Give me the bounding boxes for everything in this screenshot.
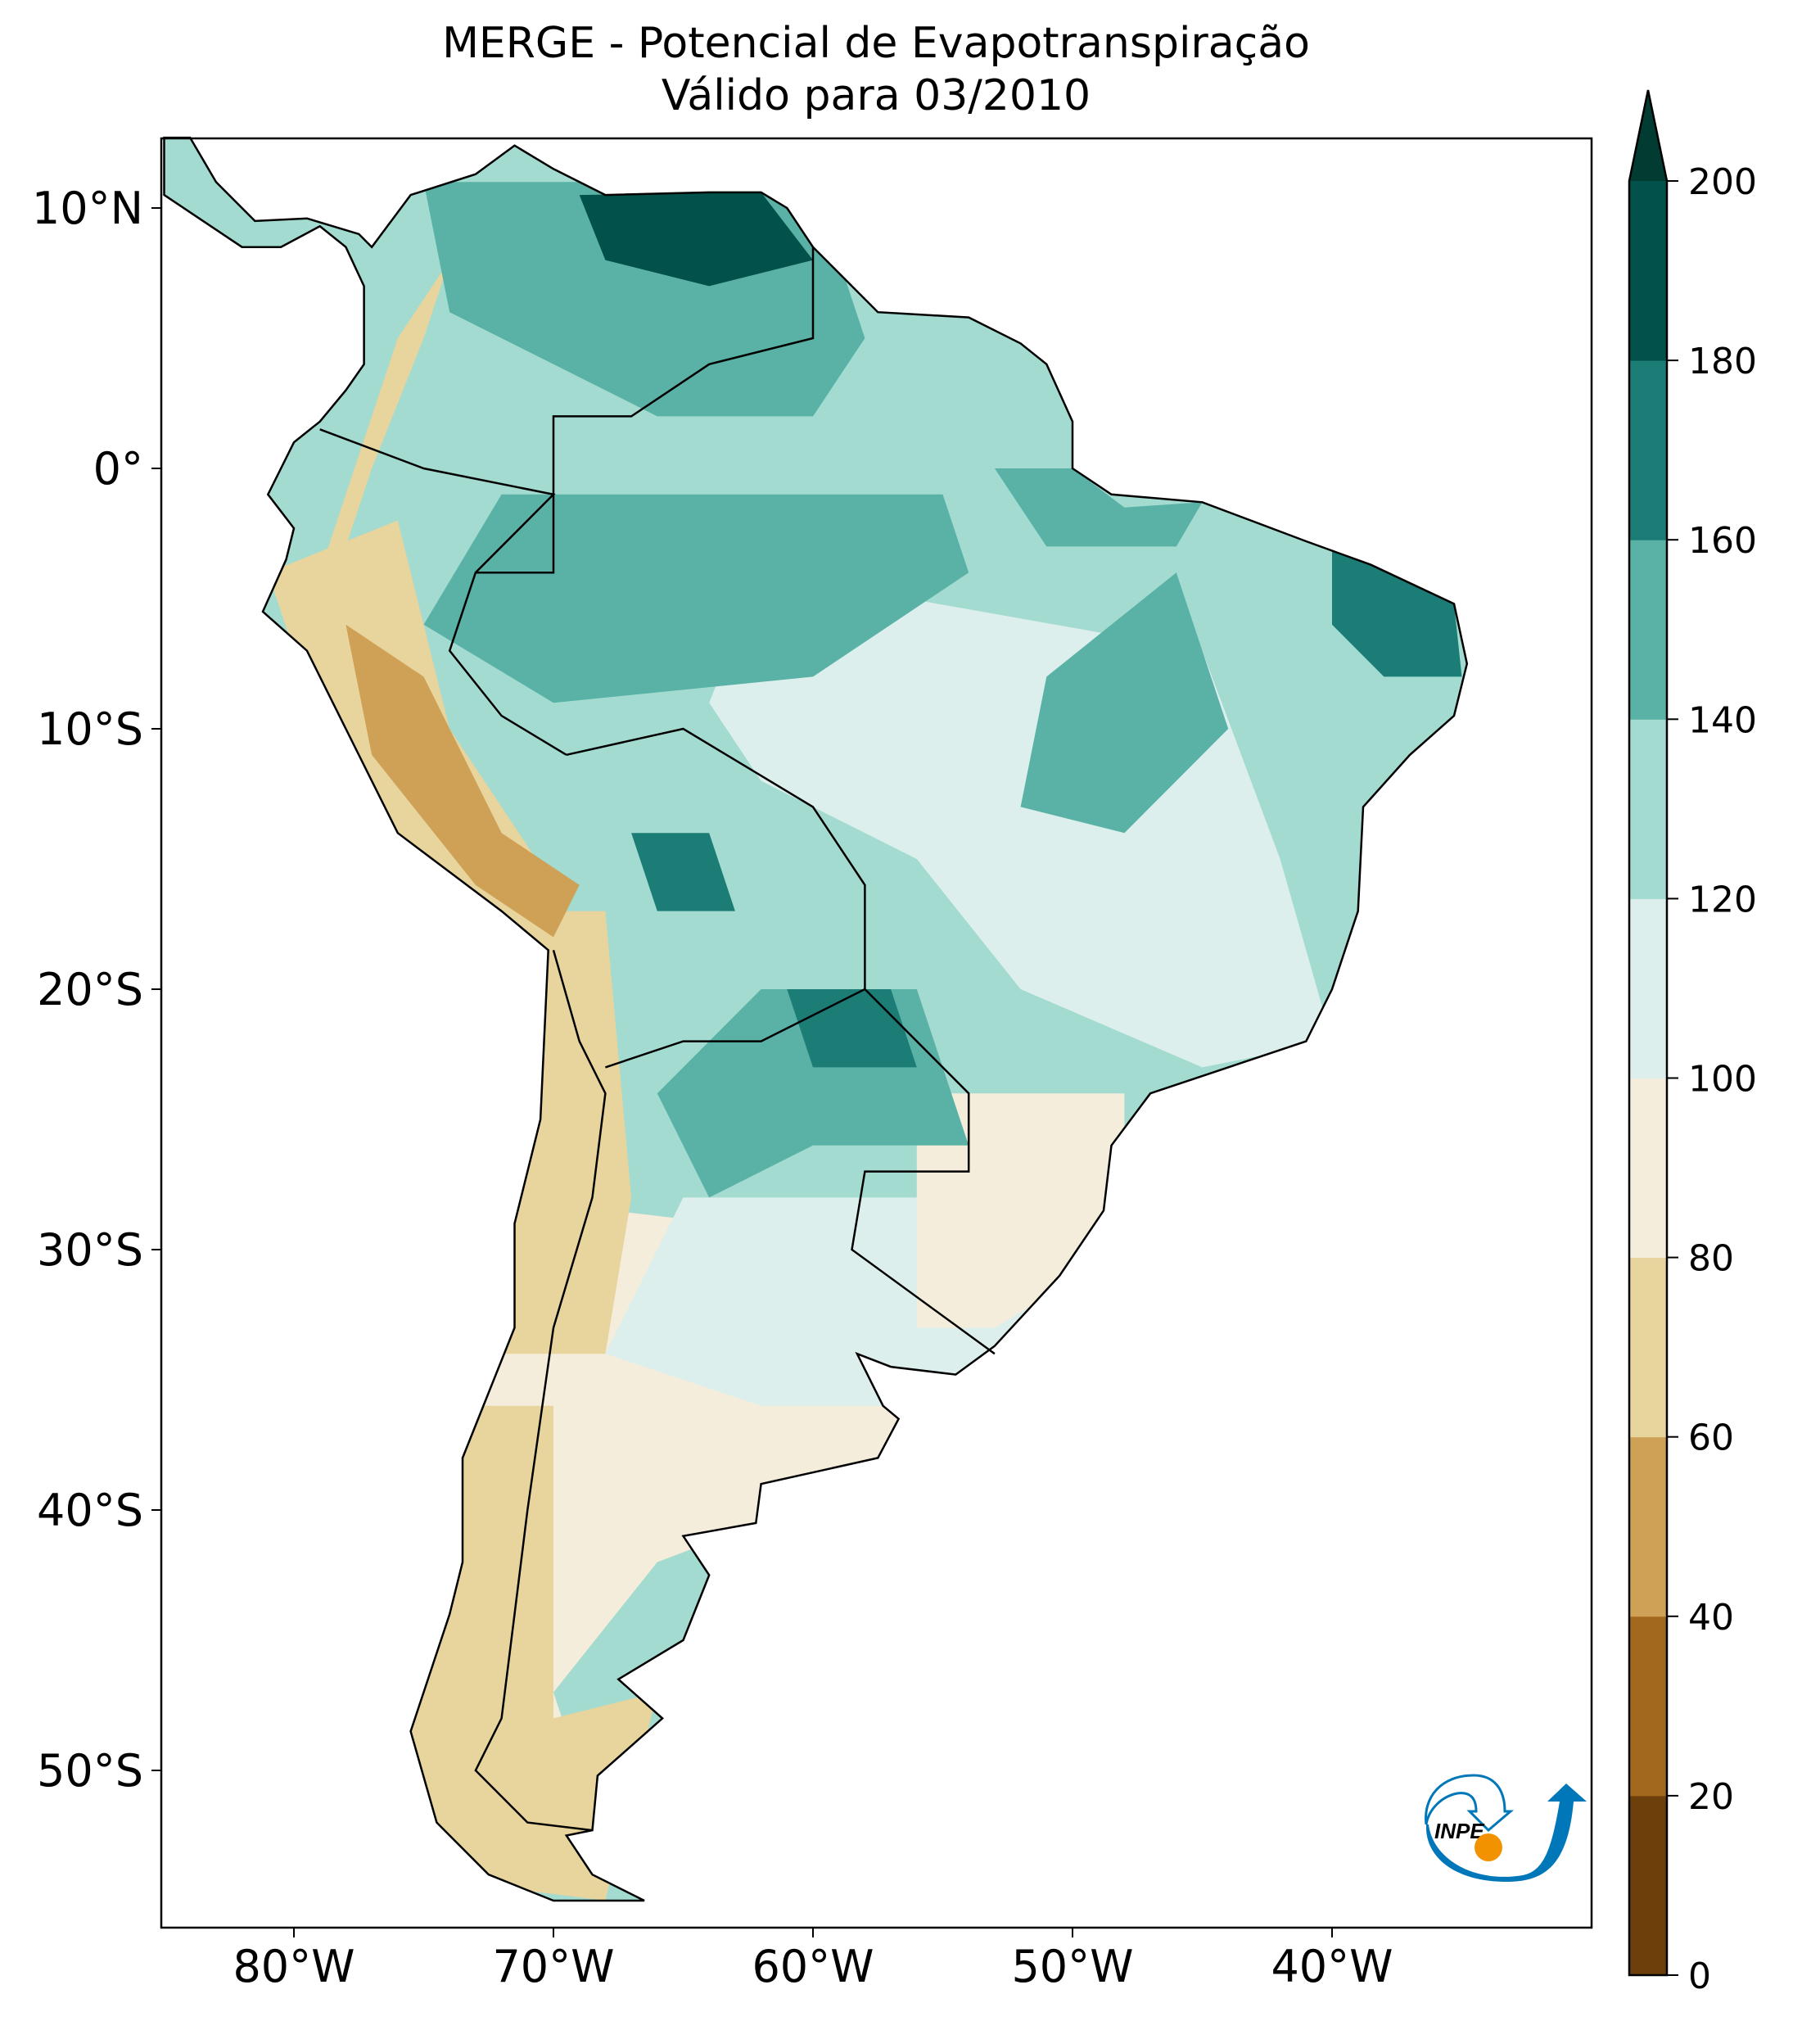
contour-region: [423, 494, 969, 703]
contour-region: [1020, 572, 1229, 834]
x-tick-label: 60°W: [752, 1941, 874, 1992]
colorbar-tick-label: 140: [1688, 699, 1757, 741]
coastline: [163, 136, 1469, 1902]
colorbar-segment: [1629, 181, 1667, 361]
colorbar-tick-label: 60: [1688, 1417, 1734, 1459]
chart-subtitle: Válido para 03/2010: [661, 71, 1091, 120]
contour-fill: [164, 138, 1467, 1901]
x-tick-label: 40°W: [1271, 1941, 1393, 1992]
colorbar-segment: [1629, 1257, 1667, 1438]
colorbar-tick-label: 120: [1688, 879, 1757, 920]
logo-text: INPE: [1434, 1819, 1484, 1843]
contour-region: [1332, 546, 1462, 677]
colorbar-tick-label: 20: [1688, 1776, 1734, 1818]
contour-region: [345, 624, 580, 938]
country-border: [851, 988, 996, 1355]
x-tick-label: 80°W: [233, 1941, 355, 1992]
contour-region: [319, 260, 450, 573]
contour-region: [994, 468, 1203, 547]
y-tick-label: 10°N: [32, 183, 143, 234]
y-tick-label: 50°S: [37, 1745, 143, 1797]
inpe-logo: INPE: [1425, 1774, 1587, 1882]
colorbar-outline: [1628, 89, 1669, 1977]
map-frame: [160, 137, 1593, 1929]
colorbar-segment: [1629, 360, 1667, 540]
colorbar: 0 20 40 60 80 100 120 140 160 180 200: [1628, 89, 1757, 1997]
y-tick-label: 40°S: [37, 1485, 143, 1536]
contour-region: [631, 833, 735, 911]
colorbar-segment: [1629, 719, 1667, 899]
colorbar-extend-arrow: [1629, 90, 1667, 181]
map-layer: [163, 136, 1469, 1902]
colorbar-segment: [1629, 898, 1667, 1078]
axis-ticks: 80°W 70°W 60°W 50°W 40°W 10°N 0° 10°S 20°S 30°S 40…: [32, 183, 1393, 1992]
colorbar-segment: [1629, 1436, 1667, 1617]
colorbar-segment: [1629, 1616, 1667, 1797]
contour-region: [579, 192, 813, 287]
colorbar-tick-label: 200: [1688, 161, 1757, 203]
x-tick-label: 50°W: [1011, 1941, 1133, 1992]
y-tick-label: 20°S: [37, 964, 143, 1015]
colorbar-segment: [1629, 1795, 1667, 1976]
colorbar-tick-label: 180: [1688, 341, 1757, 382]
colorbar-tick-label: 160: [1688, 520, 1757, 562]
country-border: [474, 949, 607, 1832]
colorbar-segment: [1629, 540, 1667, 720]
colorbar-segment: [1629, 1078, 1667, 1259]
country-border: [566, 727, 866, 1069]
chart-title: MERGE - Potencial de Evapotranspiração: [442, 19, 1310, 68]
colorbar-tick-label: 40: [1688, 1597, 1734, 1639]
y-tick-label: 10°S: [37, 703, 143, 755]
colorbar-tick-label: 80: [1688, 1238, 1734, 1280]
country-border: [319, 428, 567, 756]
colorbar-tick-label: 100: [1688, 1059, 1757, 1101]
colorbar-tick-label: 0: [1688, 1955, 1711, 1997]
country-border: [475, 246, 815, 574]
y-tick-label: 30°S: [37, 1224, 143, 1276]
y-tick-label: 0°: [93, 443, 143, 495]
x-tick-label: 70°W: [492, 1941, 614, 1992]
